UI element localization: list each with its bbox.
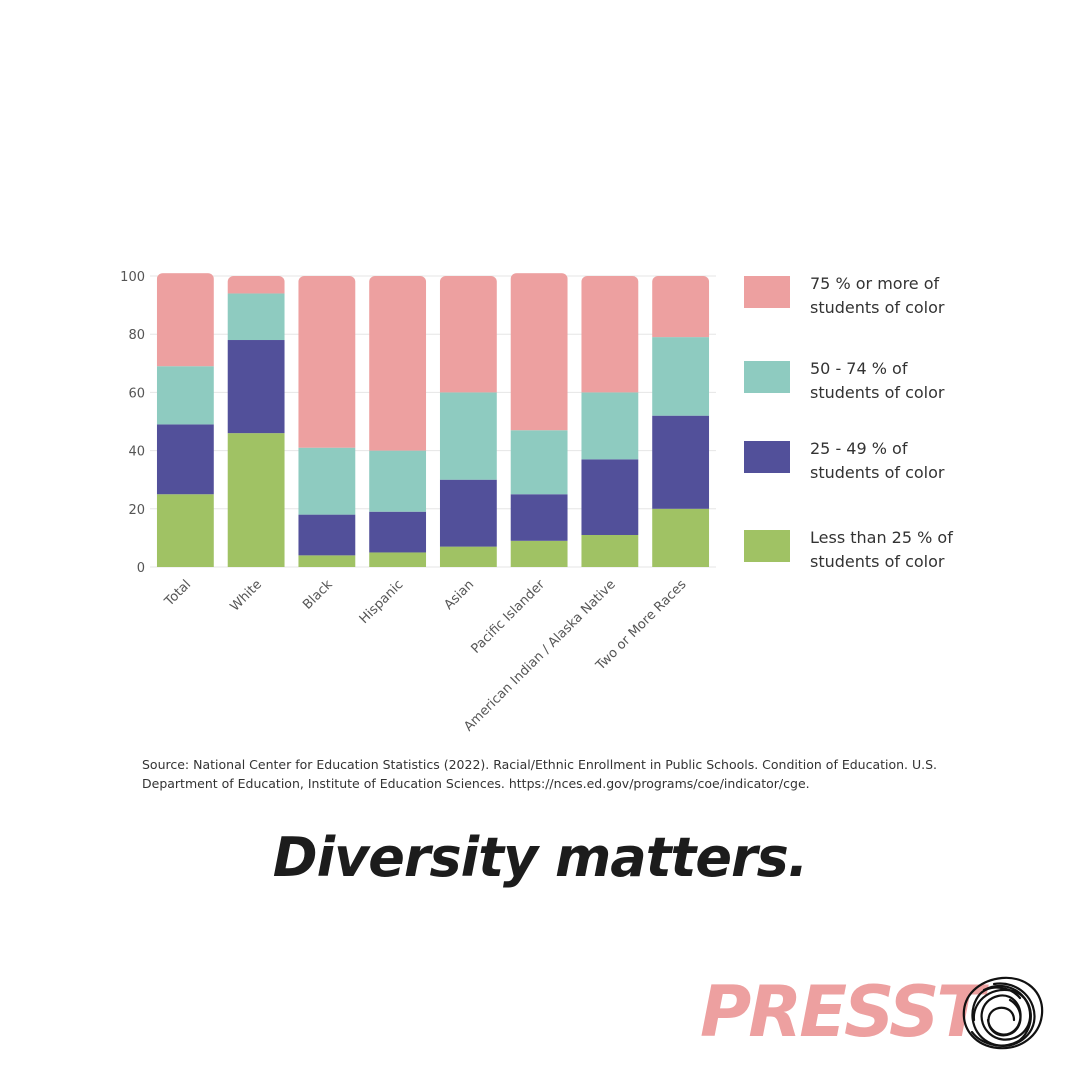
bar-segment [156, 494, 214, 567]
bar-stack [581, 276, 639, 567]
x-category-label: Asian [442, 577, 478, 613]
bar-segment [227, 340, 285, 434]
bar-stack [652, 276, 710, 567]
y-tick-label: 80 [128, 328, 145, 343]
legend-item-25-49: 25 - 49 % of students of color [744, 437, 1064, 487]
bar-stack [156, 273, 214, 567]
y-tick-label: 100 [120, 270, 145, 285]
x-category-label: Black [300, 577, 336, 613]
legend-swatch-75-plus [744, 276, 790, 308]
x-category-label: White [228, 577, 265, 614]
source-line: Department of Education, Institute of Ed… [142, 776, 810, 791]
x-category-label: Hispanic [357, 577, 407, 627]
legend-label-line: students of color [810, 552, 945, 571]
legend-label-under-25: Less than 25 % of students of color [810, 526, 1050, 574]
legend-label-75-plus: 75 % or more of students of color [810, 272, 1050, 320]
bar-segment [369, 552, 427, 567]
legend-label-line: students of color [810, 463, 945, 482]
legend-item-under-25: Less than 25 % of students of color [744, 526, 1064, 576]
bar-segment [439, 546, 497, 567]
bar-segment [227, 276, 285, 294]
source-line: Source: National Center for Education St… [142, 757, 938, 772]
bar-segment [156, 273, 214, 367]
x-category-label: Total [161, 577, 194, 610]
legend-item-75-plus: 75 % or more of students of color [744, 272, 1064, 322]
y-tick-label: 40 [128, 445, 145, 460]
bar-stack [227, 276, 285, 567]
bar-stack [298, 276, 356, 567]
bar-segment [298, 447, 356, 515]
legend-label-50-74: 50 - 74 % of students of color [810, 357, 1050, 405]
x-category-label: Pacific Islander [468, 577, 548, 657]
legend-label-line: students of color [810, 383, 945, 402]
bar-segment [510, 430, 568, 495]
bar-segment [581, 276, 639, 393]
bar-segment [298, 514, 356, 556]
y-tick-label: 20 [128, 503, 145, 518]
headline: Diversity matters. [272, 826, 809, 889]
bars [156, 273, 710, 567]
legend-label-line: 25 - 49 % of [810, 439, 908, 458]
legend-label-line: 75 % or more of [810, 274, 940, 293]
bar-stack [510, 273, 568, 567]
y-tick-label: 0 [137, 561, 145, 576]
bar-segment [369, 511, 427, 553]
bar-segment [510, 494, 568, 541]
bar-segment [298, 276, 356, 448]
bar-segment [581, 534, 639, 567]
legend-label-line: 50 - 74 % of [810, 359, 908, 378]
legend-label-line: Less than 25 % of [810, 528, 953, 547]
bar-segment [298, 555, 356, 567]
bar-segment [369, 450, 427, 512]
legend-swatch-50-74 [744, 361, 790, 393]
bar-segment [510, 273, 568, 431]
bar-segment [652, 508, 710, 567]
bar-segment [227, 293, 285, 341]
bar-segment [581, 459, 639, 535]
y-axis-tick-labels: 0 20 40 60 80 100 [120, 270, 145, 576]
bar-segment [581, 392, 639, 460]
bar-segment [369, 276, 427, 451]
bar-segment [439, 276, 497, 393]
source-citation: Source: National Center for Education St… [142, 755, 972, 793]
bar-segment [156, 366, 214, 425]
bar-segment [439, 479, 497, 547]
legend-swatch-under-25 [744, 530, 790, 562]
y-tick-label: 60 [128, 386, 145, 401]
legend-label-line: students of color [810, 298, 945, 317]
bar-segment [652, 276, 710, 338]
bar-segment [652, 415, 710, 509]
bar-segment [227, 433, 285, 567]
legend-swatch-25-49 [744, 441, 790, 473]
bar-segment [156, 424, 214, 495]
bar-stack [439, 276, 497, 567]
scribble-logo-icon [962, 976, 1044, 1050]
logo-wordmark: PRESST [700, 971, 984, 1053]
x-category-label: American Indian / Alaska Native [461, 577, 618, 734]
stacked-bar-chart: 0 20 40 60 80 100 Total White Black Hispanic Asia… [120, 270, 716, 735]
bar-stack [369, 276, 427, 567]
bar-segment [652, 337, 710, 416]
bar-segment [439, 392, 497, 480]
legend-item-50-74: 50 - 74 % of students of color [744, 357, 1064, 407]
bar-segment [510, 540, 568, 567]
legend-label-25-49: 25 - 49 % of students of color [810, 437, 1050, 485]
